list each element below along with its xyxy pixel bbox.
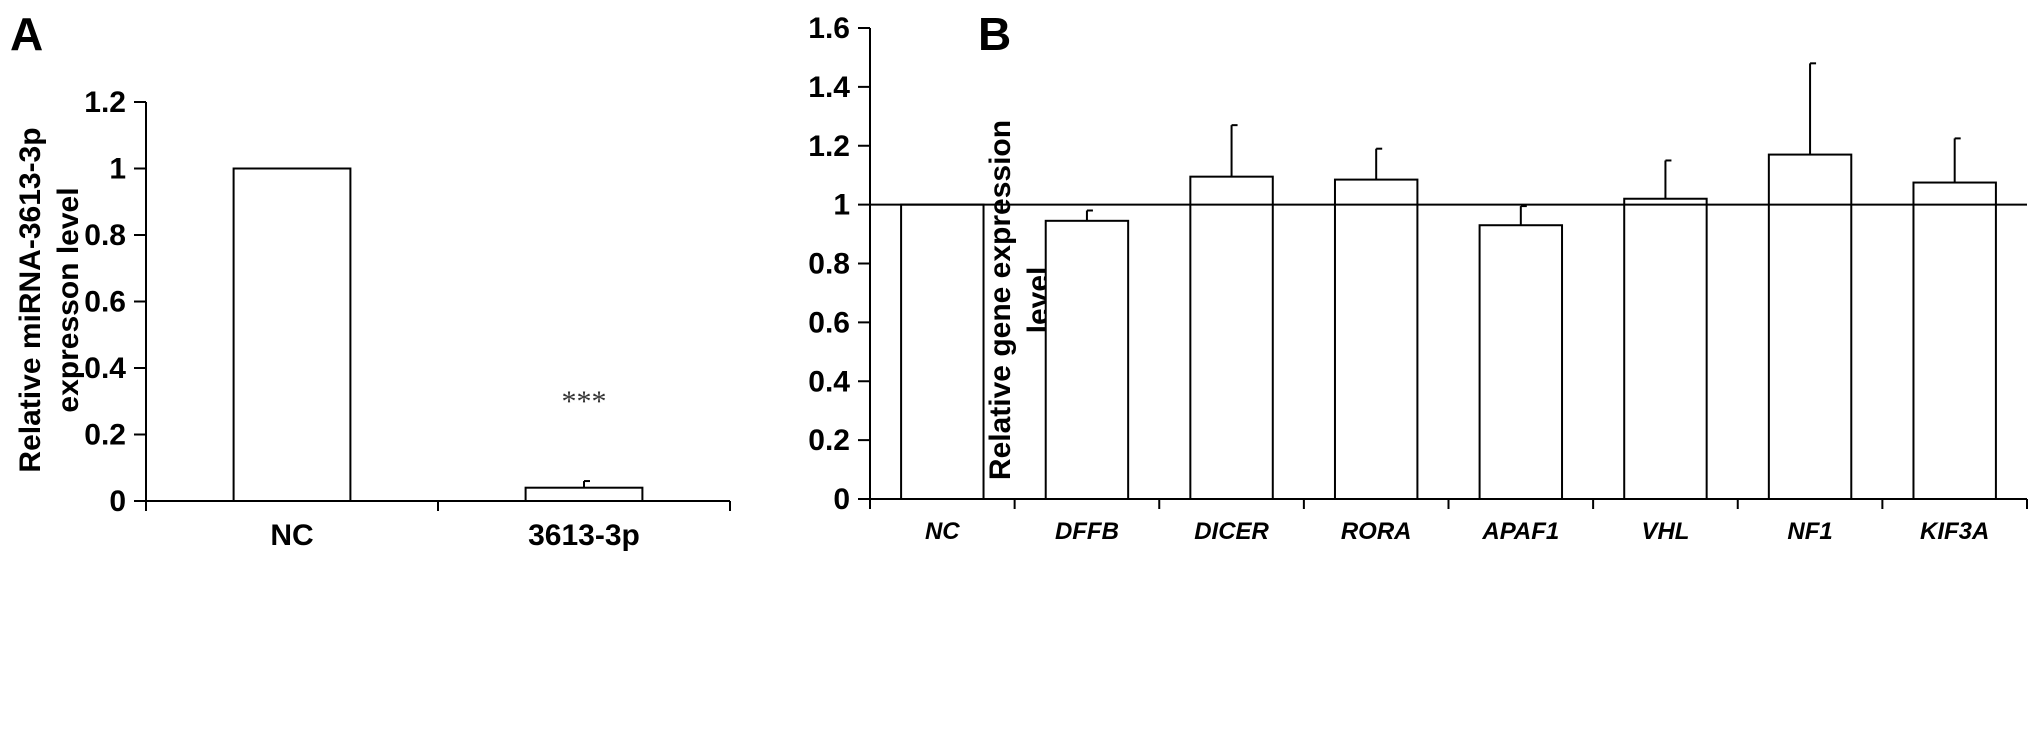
- y-tick-label: 1.2: [808, 130, 850, 163]
- y-tick-label: 1: [109, 153, 126, 186]
- y-tick-label: 0.4: [84, 352, 126, 385]
- y-tick-label: 0: [109, 485, 126, 518]
- y-tick-label: 1.2: [84, 86, 126, 119]
- y-axis-label-line-2: expresson level: [52, 187, 85, 412]
- bar-dicer: [1189, 175, 1274, 501]
- chart-panel-b: B Relative gene expression level 00.20.4…: [808, 8, 2028, 545]
- plot-area-a: 0 0.2 0.4 0.6 0.8 1 1.2 NC *** 3613-3p: [84, 86, 731, 552]
- y-axis-label-line-1: Relative miRNA-3613-3p: [14, 127, 47, 472]
- x-tick-label: VHL: [1641, 518, 1689, 545]
- bar-nf1: [1767, 153, 1853, 501]
- bar-dffb: [1044, 219, 1130, 501]
- bar-nc: [900, 203, 985, 500]
- chart-panel-a: A Relative miRNA-3613-3p expresson level…: [10, 8, 731, 552]
- x-tick-label: APAF1: [1481, 518, 1559, 545]
- bar-3613-3p: [524, 486, 644, 503]
- y-tick-label: 0.6: [84, 286, 126, 319]
- y-tick-label: 0.2: [84, 419, 126, 452]
- x-tick-label: DFFB: [1055, 518, 1119, 545]
- x-tick-label: DICER: [1194, 518, 1269, 545]
- bar-apaf1: [1478, 224, 1564, 500]
- bar-nc: [232, 167, 352, 502]
- y-tick-label: 0.8: [808, 248, 850, 281]
- y-tick-label: 1: [833, 189, 850, 222]
- y-tick-label: 0.6: [808, 306, 850, 339]
- y-tick-label: 0.2: [808, 424, 850, 457]
- panel-label-a: A: [10, 8, 43, 60]
- y-tick-label: 0: [833, 483, 850, 516]
- x-tick-label: RORA: [1341, 518, 1412, 545]
- bar-rora: [1333, 178, 1419, 500]
- bar-vhl: [1623, 197, 1708, 501]
- x-tick-label: NC: [270, 519, 313, 552]
- y-tick-label: 0.4: [808, 365, 850, 398]
- significance-marker: ***: [562, 385, 607, 418]
- x-tick-label: NC: [925, 518, 960, 545]
- y-tick-label: 1.4: [808, 71, 850, 104]
- y-tick-label: 1.6: [808, 12, 850, 45]
- bar-kif3a: [1912, 181, 1997, 500]
- y-tick-label: 0.8: [84, 219, 126, 252]
- x-tick-label: NF1: [1787, 518, 1832, 545]
- x-tick-label: 3613-3p: [528, 519, 640, 552]
- plot-area-b: 0 0.2 0.4 0.6 0.8 1 1.2 1.4 1.6 NC DFFB DICER RORA AP…: [808, 12, 2028, 545]
- y-axis-label-line-1: Relative gene expression: [984, 120, 1017, 480]
- panel-label-b: B: [978, 8, 1011, 60]
- x-tick-label: KIF3A: [1920, 518, 1989, 545]
